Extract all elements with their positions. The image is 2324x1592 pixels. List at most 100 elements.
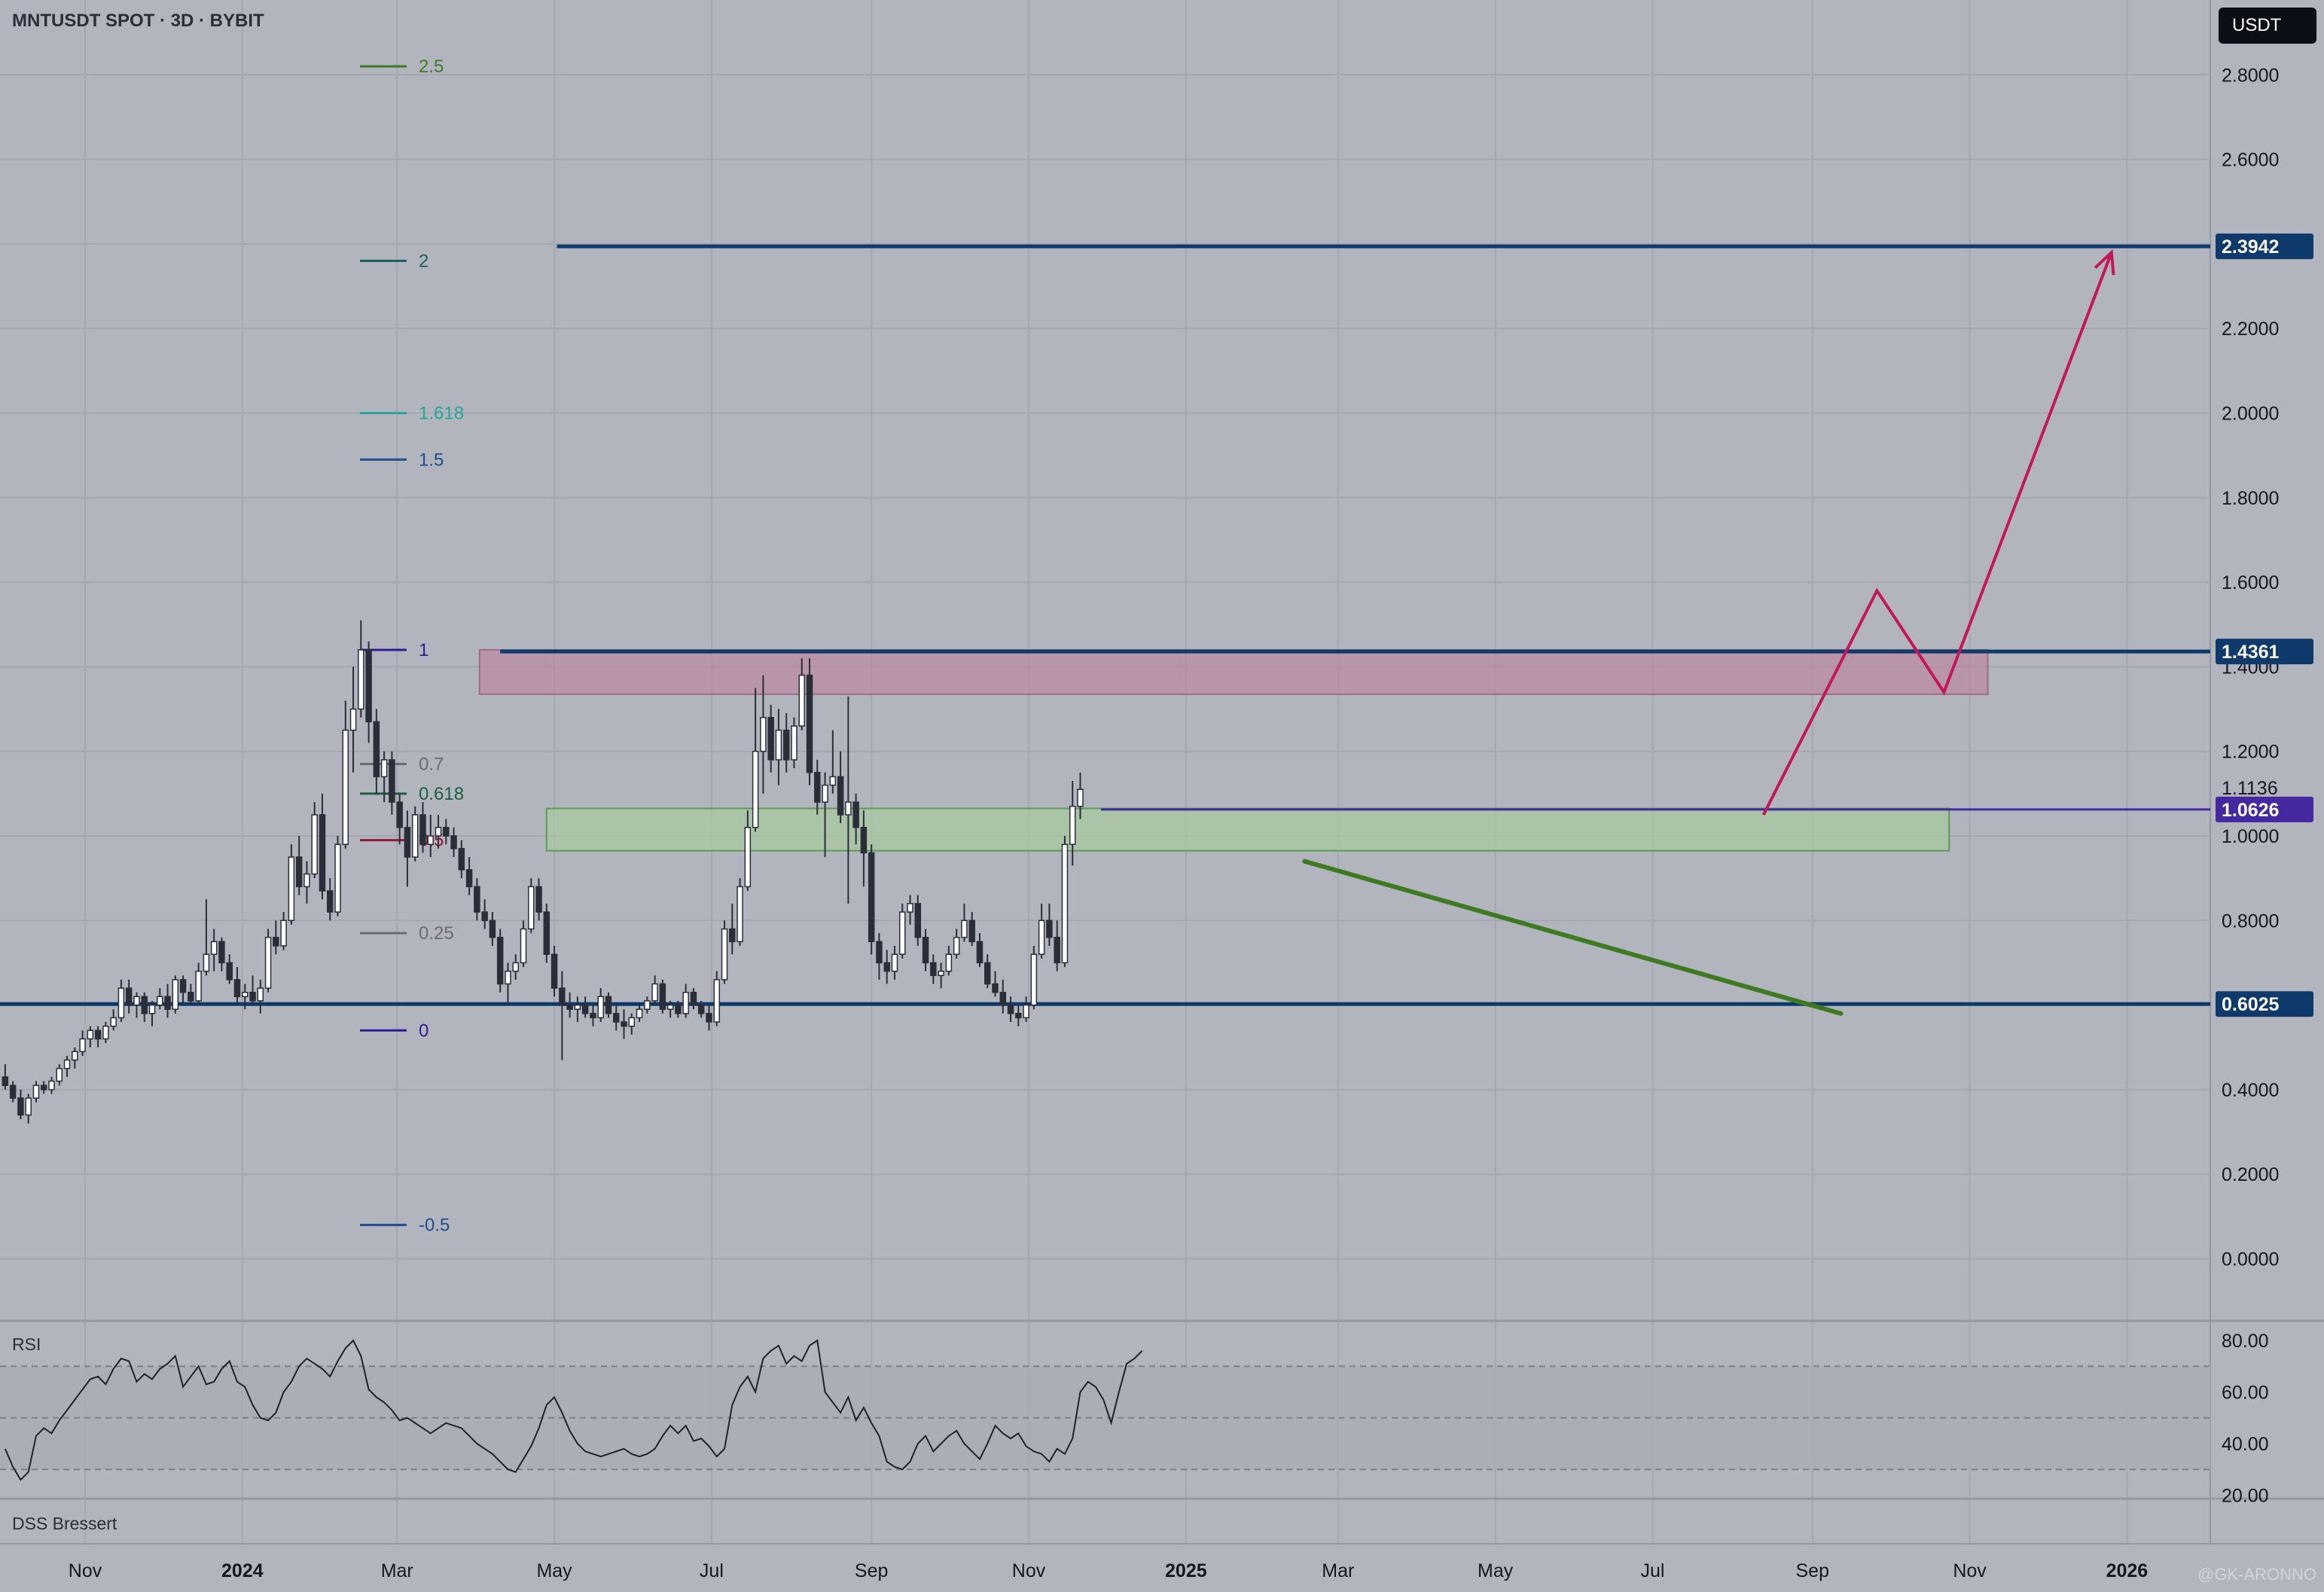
rsi-line <box>4 1339 1143 1481</box>
candle-body <box>117 987 125 1019</box>
grid-lines <box>0 0 2324 1545</box>
candle-body <box>342 729 349 845</box>
fib-level-label: -0.5 <box>419 1215 450 1236</box>
price-badge-label: 0.6025 <box>2222 994 2280 1015</box>
candle-body <box>814 772 821 803</box>
candle-body <box>404 827 411 858</box>
candle-body <box>319 814 326 892</box>
candle-body <box>373 721 380 778</box>
fib-level-label: 0.25 <box>419 923 454 944</box>
candle-body <box>288 856 295 922</box>
price-badge <box>2216 991 2313 1017</box>
candle-body <box>852 801 859 828</box>
price-tick-label: 1.8000 <box>2222 488 2279 509</box>
candle-body <box>450 835 457 849</box>
candle-body <box>32 1084 40 1099</box>
candle-body <box>358 649 364 710</box>
candle-body <box>1030 953 1038 1006</box>
candle-body <box>218 941 225 964</box>
candle-body <box>791 725 798 761</box>
time-tick-label: 2025 <box>1165 1560 1207 1581</box>
rsi-tick-label: 40.00 <box>2222 1434 2269 1455</box>
time-tick-label: May <box>1478 1560 1514 1581</box>
candle-body <box>63 1059 71 1069</box>
price-tick-label: 2.6000 <box>2222 150 2279 171</box>
price-badge-label: 1.4361 <box>2222 642 2280 663</box>
projection-path <box>1761 252 2113 816</box>
candle-body <box>621 1021 627 1027</box>
currency-button[interactable]: USDT <box>2219 8 2316 44</box>
candle-body <box>303 873 310 888</box>
fib-level-label: 2.5 <box>419 56 444 77</box>
candle-body <box>713 979 721 1023</box>
author-watermark: @GK-ARONNO <box>2197 1565 2316 1584</box>
candle-body <box>798 674 805 727</box>
candle-body <box>435 827 442 837</box>
price-tick-label: 2.0000 <box>2222 404 2279 425</box>
candle-body <box>682 992 689 1014</box>
candle-body <box>690 992 697 1006</box>
candle-body <box>675 1004 682 1014</box>
candle-body <box>930 962 937 977</box>
fib-level-label: 0.618 <box>419 784 464 804</box>
candle-body <box>760 717 767 752</box>
candle-body <box>729 928 736 943</box>
candle-body <box>164 996 171 1010</box>
candle-body <box>891 953 898 972</box>
candle-body <box>612 1013 620 1023</box>
price-tick-label: 0.8000 <box>2222 910 2279 932</box>
candle-body <box>1077 788 1084 807</box>
candle-body <box>87 1029 94 1040</box>
candle-body <box>992 983 999 993</box>
candle-body <box>25 1097 32 1116</box>
candle-body <box>535 886 542 913</box>
time-tick-label: Mar <box>381 1560 413 1581</box>
candle-body <box>566 1004 573 1010</box>
candle-body <box>822 784 828 803</box>
fib-level-label: 0 <box>419 1020 429 1041</box>
support-zone <box>545 807 1950 852</box>
time-tick-label: Sep <box>855 1560 888 1581</box>
candle-body <box>837 776 844 816</box>
candle-body <box>590 1013 596 1019</box>
candle-body <box>976 941 984 964</box>
candle-body <box>203 953 210 972</box>
candle-body <box>876 941 883 964</box>
rsi-label: RSI <box>12 1334 41 1354</box>
candle-body <box>907 903 913 913</box>
time-tick-label: Nov <box>69 1560 102 1581</box>
price-badge <box>2216 796 2313 822</box>
candle-body <box>233 979 241 998</box>
candle-body <box>605 996 612 1014</box>
candle-body <box>334 843 341 913</box>
candle-body <box>581 1004 589 1014</box>
candle-body <box>659 983 666 1010</box>
candle-body <box>922 937 929 964</box>
candle-body <box>195 970 202 1002</box>
rsi-series <box>0 1339 2210 1481</box>
candle-body <box>389 759 395 803</box>
candle-body <box>489 920 496 938</box>
candle-body <box>419 814 426 845</box>
candle-body <box>559 987 566 1006</box>
candle-body <box>465 869 473 888</box>
candle-body <box>551 953 558 989</box>
candle-body <box>396 801 403 828</box>
candle-body <box>845 801 852 816</box>
candle-body <box>1061 843 1069 964</box>
candle-body <box>157 996 163 1006</box>
candle-body <box>883 962 890 972</box>
candle-body <box>636 1008 643 1019</box>
candle-body <box>17 1097 24 1116</box>
projection-arrowhead <box>2094 249 2115 276</box>
candle-body <box>311 814 318 875</box>
candle-body <box>242 992 249 998</box>
fib-level-label: 1.618 <box>419 404 464 424</box>
time-tick-label: Nov <box>1012 1560 1046 1581</box>
price-tick-label: 1.6000 <box>2222 572 2279 593</box>
candle-body <box>938 970 944 977</box>
candle-body <box>79 1038 86 1053</box>
candle-body <box>644 1000 651 1010</box>
candle-body <box>411 814 419 858</box>
